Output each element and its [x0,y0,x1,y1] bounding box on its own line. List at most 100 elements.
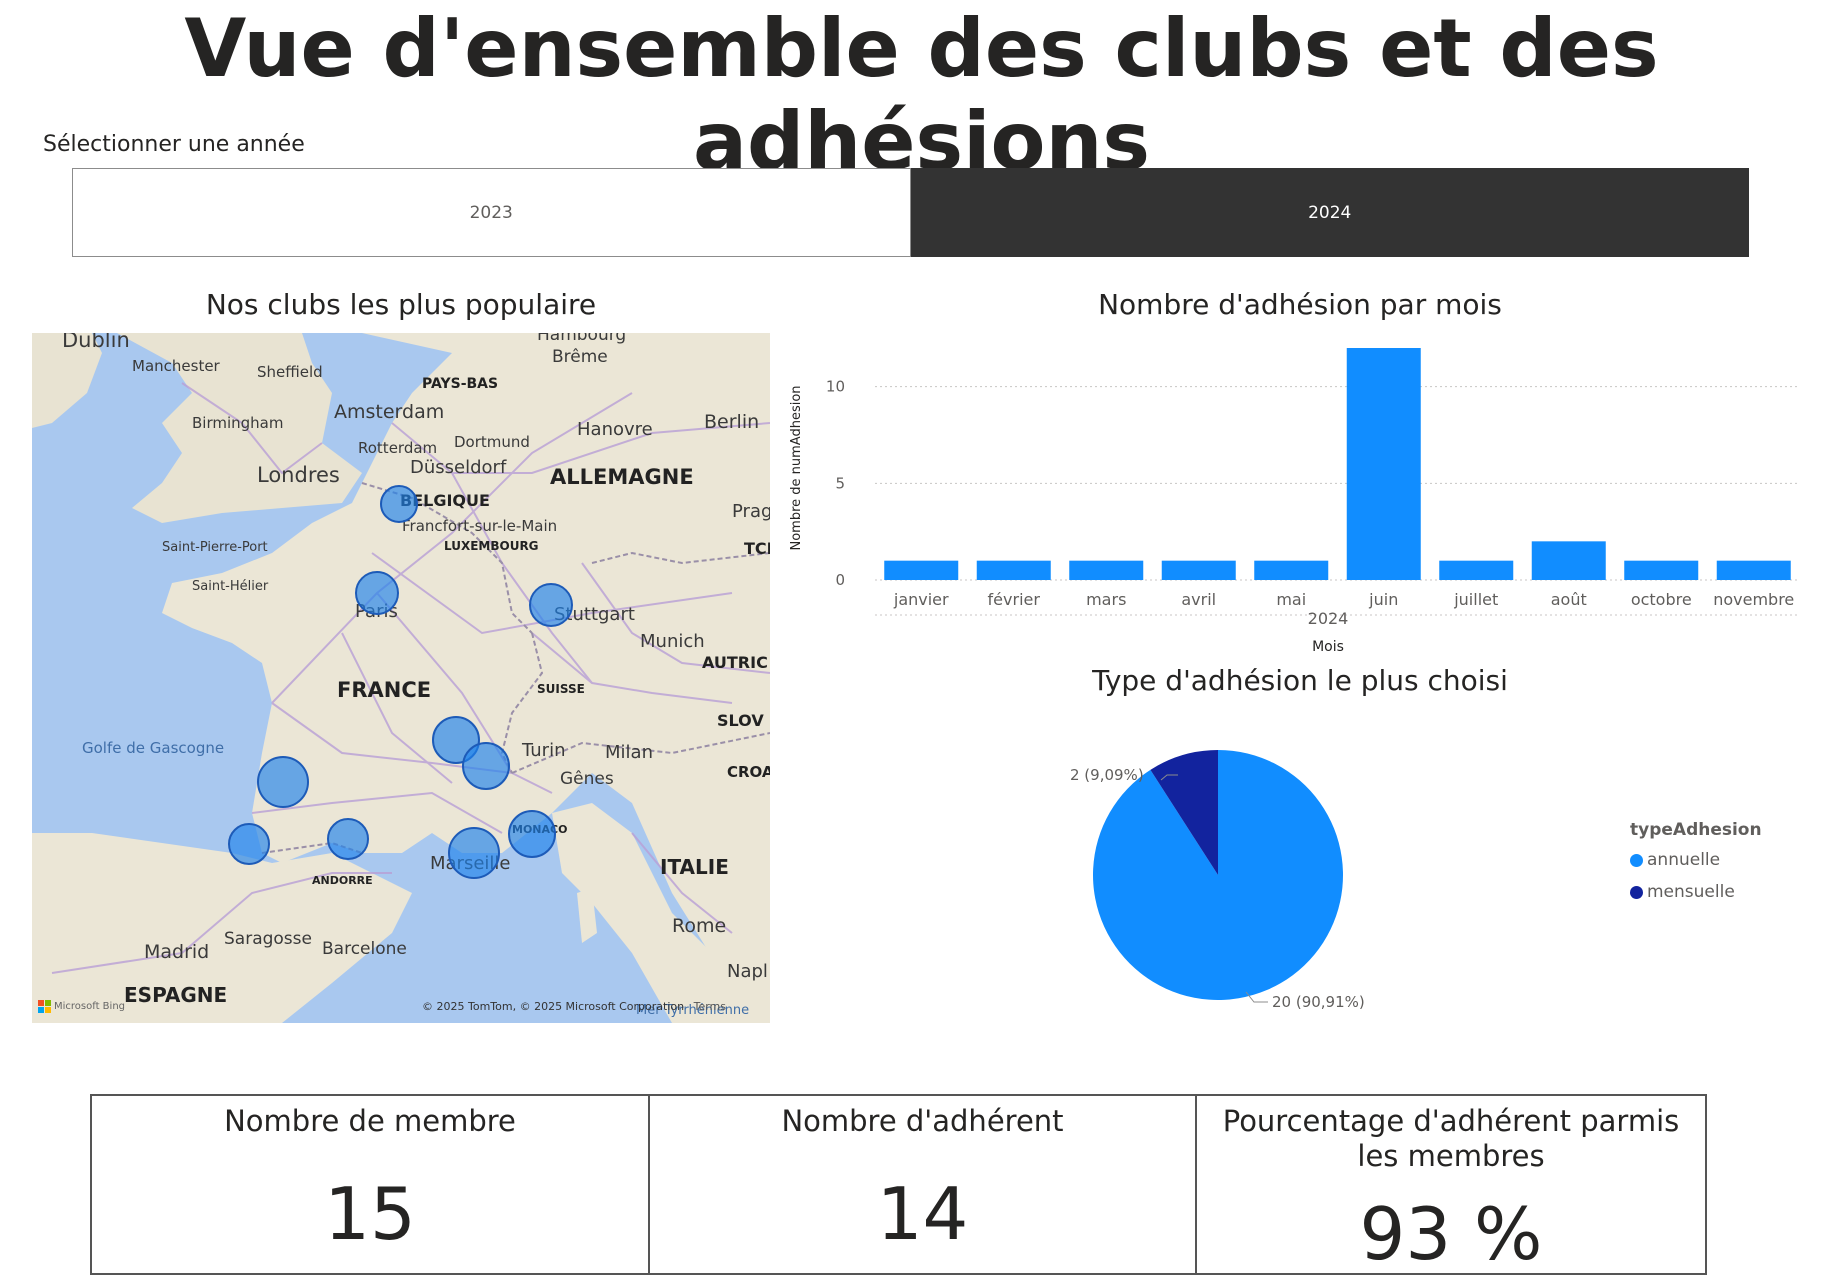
kpi-value-membres: 15 [324,1172,416,1256]
map-label-sheffield: Sheffield [257,363,323,381]
map-label-prague: Prag [732,501,770,522]
map-label-rome: Rome [672,915,727,937]
map-label-rotterdam: Rotterdam [358,439,438,457]
bar-year-label: 2024 [1308,609,1349,628]
map-label-barcelone: Barcelone [322,939,407,959]
map-label-amsterdam: Amsterdam [334,401,445,423]
pie-label-mensuelle: 2 (9,09%) [1070,766,1144,784]
legend-label-annuelle: annuelle [1647,850,1721,870]
map-logo: Microsoft Bing [38,1000,125,1013]
map-label-mer-tyrrhenienne: Mer Tyrrhénienne [636,1003,750,1018]
legend-item-annuelle[interactable]: annuelle [1630,850,1762,870]
map-attribution-text: © 2025 TomTom, © 2025 Microsoft Corporat… [422,1000,685,1013]
bar-x-axis-label: Mois [1312,639,1344,655]
legend-dot-icon [1630,885,1643,899]
bar-category-label: août [1551,590,1587,609]
map-title: Nos clubs les plus populaire [205,288,597,321]
bar-y-tick: 0 [835,571,845,589]
pie-chart-title: Type d'adhésion le plus choisi [1092,664,1508,697]
pie-leader-small [1160,774,1178,781]
map-label-croatie: CROA [727,763,770,781]
kpi-value-adherents: 14 [876,1172,969,1256]
bar[interactable] [884,560,959,580]
clubs-map[interactable]: Dublin Manchester Sheffield Birmingham L… [32,333,770,1023]
map-label-saint-pierre-port: Saint-Pierre-Port [162,540,268,555]
slicer-option-2023[interactable]: 2023 [72,168,911,257]
club-bubble[interactable] [228,823,270,865]
legend-dot-icon [1630,853,1643,867]
map-label-manchester: Manchester [132,357,220,375]
bar[interactable] [1069,560,1144,580]
bar-category-label: février [988,590,1041,609]
map-label-genes: Gênes [560,769,614,789]
bar-chart-title: Nombre d'adhésion par mois [1098,288,1502,321]
bar-y-tick: 5 [835,474,845,492]
kpi-label-adherents: Nombre d'adhérent [781,1104,1064,1138]
club-bubble[interactable] [257,756,309,808]
map-label-breme: Brême [552,347,608,367]
pie-legend: typeAdhesion annuelle mensuelle [1630,820,1762,914]
map-background [32,333,770,1023]
map-label-belgique: BELGIQUE [400,491,490,510]
bar-category-label: juillet [1453,590,1498,609]
map-label-dortmund: Dortmund [454,433,530,451]
bar[interactable] [1346,348,1421,580]
bar-category-label: mars [1086,590,1126,609]
map-label-stuttgart: Stuttgart [554,604,635,625]
map-label-italie: ITALIE [660,855,729,879]
map-label-andorre: ANDORRE [312,874,373,887]
page-title: Vue d'ensemble des clubs et des adhésion… [184,2,1659,188]
bar[interactable] [976,560,1051,580]
map-label-autriche: AUTRIC [702,653,768,672]
map-label-france: FRANCE [337,678,432,702]
bar[interactable] [1531,541,1606,580]
bar-category-label: novembre [1713,590,1794,609]
kpi-cards: Nombre de membre 15 Nombre d'adhérent 14… [90,1094,1707,1276]
kpi-value-pourcentage: 93 % [1359,1192,1543,1276]
bar-y-tick: 10 [826,378,845,396]
bar[interactable] [1716,560,1791,580]
slicer-header: Sélectionner une année [43,132,305,157]
map-label-saint-helier: Saint-Hélier [192,579,269,594]
kpi-card-adherents: Nombre d'adhérent 14 [650,1096,1197,1273]
bar-category-label: octobre [1631,590,1692,609]
map-label-turin: Turin [522,740,566,761]
legend-label-mensuelle: mensuelle [1647,882,1735,902]
map-label-milan: Milan [605,742,653,763]
map-terms-link[interactable]: Terms [693,1000,726,1013]
map-label-luxembourg: LUXEMBOURG [444,539,539,553]
map-label-berlin: Berlin [704,411,760,433]
pie-leader-large [1245,991,1268,1003]
bar-category-label: avril [1181,590,1216,609]
map-label-madrid: Madrid [144,941,210,963]
bar[interactable] [1624,560,1699,580]
bar[interactable] [1161,560,1236,580]
map-label-tch: TCH [744,539,770,558]
pie-slice-mensuelle[interactable] [1150,750,1218,875]
club-bubble[interactable] [448,827,500,879]
kpi-card-membres: Nombre de membre 15 [92,1096,650,1273]
map-label-dublin: Dublin [62,333,130,352]
map-label-dusseldorf: Düsseldorf [410,457,507,478]
year-slicer: 2023 2024 [72,168,1749,257]
bar[interactable] [1254,560,1329,580]
legend-item-mensuelle[interactable]: mensuelle [1630,882,1762,902]
map-label-hanovre: Hanovre [577,419,653,440]
slicer-option-2024[interactable]: 2024 [910,168,1749,257]
club-bubble[interactable] [462,742,510,790]
pie-chart: 2 (9,09%) 20 (90,91%) [1070,750,1365,1011]
map-label-hambourg: Hambourg [537,333,627,345]
map-label-suisse: SUISSE [537,682,585,696]
kpi-label-pourcentage: Pourcentage d'adhérent parmis les membre… [1222,1104,1680,1173]
bar-chart: 0 5 10 janvier février mars avril mai juin juill… [789,348,1800,655]
club-bubble[interactable] [327,818,369,860]
map-label-francfort: Francfort-sur-le-Main [402,517,558,535]
club-bubble[interactable] [355,571,399,615]
bar-category-label: juin [1368,590,1398,609]
microsoft-logo-icon [38,1000,51,1013]
bar[interactable] [1439,560,1514,580]
club-bubble[interactable] [529,583,573,627]
map-logo-text: Microsoft Bing [54,1001,126,1012]
club-bubble[interactable] [380,485,418,523]
club-bubble[interactable] [508,810,556,858]
